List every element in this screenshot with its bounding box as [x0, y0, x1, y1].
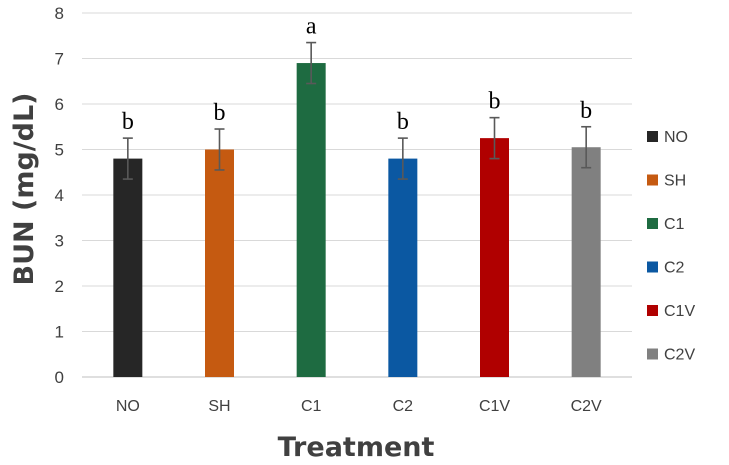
- legend-item-c2v: C2V: [647, 347, 695, 364]
- legend-label: C1V: [664, 303, 695, 320]
- significance-label-no: b: [122, 109, 134, 135]
- significance-label-c2: b: [397, 109, 409, 135]
- x-tick-label-c2v: C2V: [571, 398, 602, 415]
- x-axis-ticks: NO SH C1 C2 C1V C2V: [116, 398, 602, 415]
- y-tick-label: 1: [55, 323, 64, 342]
- legend-label: C2V: [664, 347, 695, 364]
- error-bars: [122, 41, 592, 180]
- legend-label: C1: [664, 216, 685, 233]
- gridlines: [82, 12, 632, 332]
- legend-item-sh: SH: [647, 173, 686, 190]
- bar-c2v: [571, 147, 601, 377]
- legend-item-c1v: C1V: [647, 303, 695, 320]
- legend-item-c2: C2: [647, 260, 685, 277]
- significance-label-sh: b: [214, 100, 226, 126]
- legend-swatch: [647, 218, 658, 229]
- legend-swatch: [647, 174, 658, 186]
- y-tick-label: 4: [55, 186, 64, 205]
- significance-label-c1: a: [306, 14, 317, 40]
- error-bar-c1: [306, 41, 317, 85]
- bar-sh: [205, 149, 234, 377]
- significance-label-c1v: b: [489, 89, 501, 115]
- x-tick-label-sh: SH: [208, 398, 230, 415]
- legend-label: SH: [664, 173, 686, 190]
- x-tick-label-c2: C2: [393, 398, 414, 415]
- error-bar-c2: [397, 137, 408, 180]
- legend-swatch: [647, 261, 658, 273]
- bars: [113, 63, 601, 378]
- x-tick-label-no: NO: [116, 398, 140, 415]
- legend-label: NO: [664, 129, 688, 146]
- error-bar-c2v: [581, 125, 592, 169]
- bar-c1: [296, 63, 326, 378]
- error-bar-c1v: [489, 116, 500, 160]
- significance-labels: b b a b b b: [122, 14, 592, 136]
- y-tick-label: 2: [55, 277, 64, 296]
- y-tick-label: 5: [55, 141, 64, 160]
- legend-item-no: NO: [647, 129, 688, 146]
- legend-swatch: [647, 305, 658, 316]
- legend-label: C2: [664, 260, 685, 277]
- y-tick-label: 3: [55, 232, 64, 251]
- y-axis-title: BUN (mg/dL): [9, 92, 40, 285]
- y-tick-label: 0: [55, 368, 64, 387]
- y-axis-ticks: 0 1 2 3 4 5 6 7 8: [55, 4, 64, 387]
- significance-label-c2v: b: [580, 98, 592, 124]
- error-bar-no: [122, 137, 133, 180]
- legend: NO SH C1 C2 C1V C2V: [647, 129, 695, 364]
- y-tick-label: 6: [55, 95, 64, 114]
- legend-swatch: [647, 131, 658, 142]
- legend-item-c1: C1: [647, 216, 685, 233]
- x-tick-label-c1: C1: [301, 398, 322, 415]
- x-tick-label-c1v: C1V: [479, 398, 510, 415]
- x-axis-title: Treatment: [278, 432, 435, 463]
- bar-c2: [388, 158, 418, 377]
- y-tick-label: 8: [55, 4, 64, 23]
- bar-no: [113, 158, 143, 377]
- legend-swatch: [647, 348, 658, 360]
- y-tick-label: 7: [55, 50, 64, 69]
- error-bar-sh: [214, 128, 225, 171]
- bar-c1v: [480, 138, 509, 377]
